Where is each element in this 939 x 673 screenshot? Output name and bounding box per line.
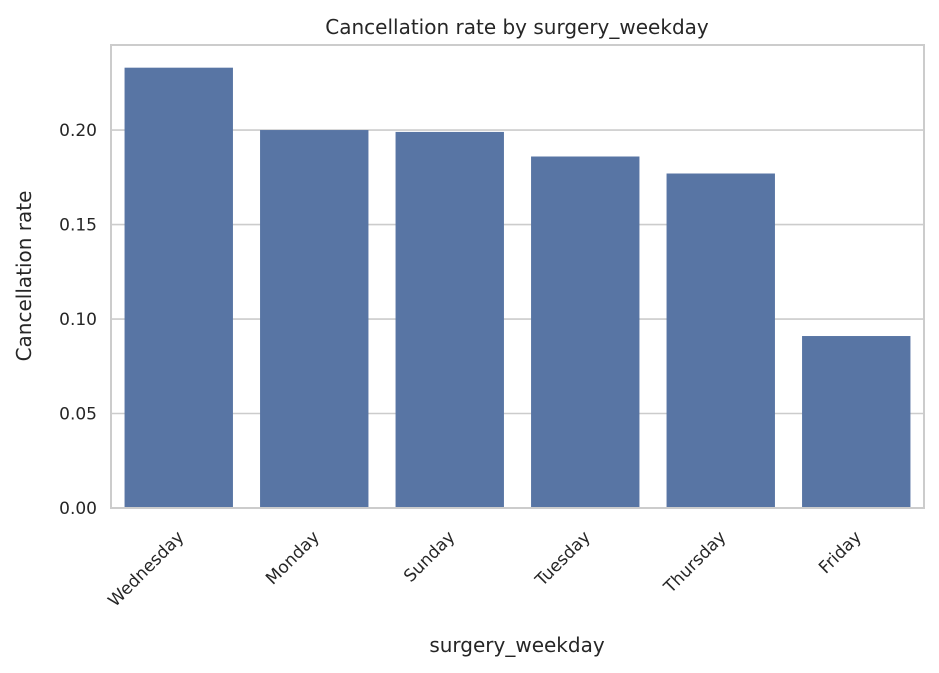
y-tick-label: 0.05	[59, 405, 97, 425]
x-tick-label: Tuesday	[531, 527, 595, 591]
y-tick-label: 0.15	[59, 216, 97, 236]
x-tick-label: Sunday	[400, 527, 459, 586]
y-tick-label: 0.00	[59, 499, 97, 519]
gridlines	[111, 129, 924, 415]
x-tick-label: Wednesday	[105, 527, 189, 611]
x-tick-label: Thursday	[660, 527, 731, 598]
chart-title: Cancellation rate by surgery_weekday	[325, 15, 709, 39]
bar-sunday	[395, 131, 504, 509]
plot-frame	[110, 44, 925, 509]
bars	[124, 67, 911, 509]
y-tick-labels: 0.00 0.05 0.10 0.15 0.20	[59, 121, 97, 519]
x-tick-labels: Wednesday Monday Sunday Tuesday Thursday Frid…	[105, 527, 866, 611]
bar-friday	[802, 336, 911, 508]
y-tick-label: 0.10	[59, 310, 97, 330]
bar-monday	[260, 130, 369, 508]
bar-thursday	[666, 173, 775, 509]
y-axis-label: Cancellation rate	[12, 191, 36, 362]
bar-wednesday	[124, 67, 233, 508]
x-axis-label: surgery_weekday	[429, 633, 605, 657]
x-tick-label: Friday	[815, 527, 866, 578]
y-tick-label: 0.20	[59, 121, 97, 141]
bar-tuesday	[531, 156, 640, 508]
x-tick-label: Monday	[262, 527, 324, 589]
